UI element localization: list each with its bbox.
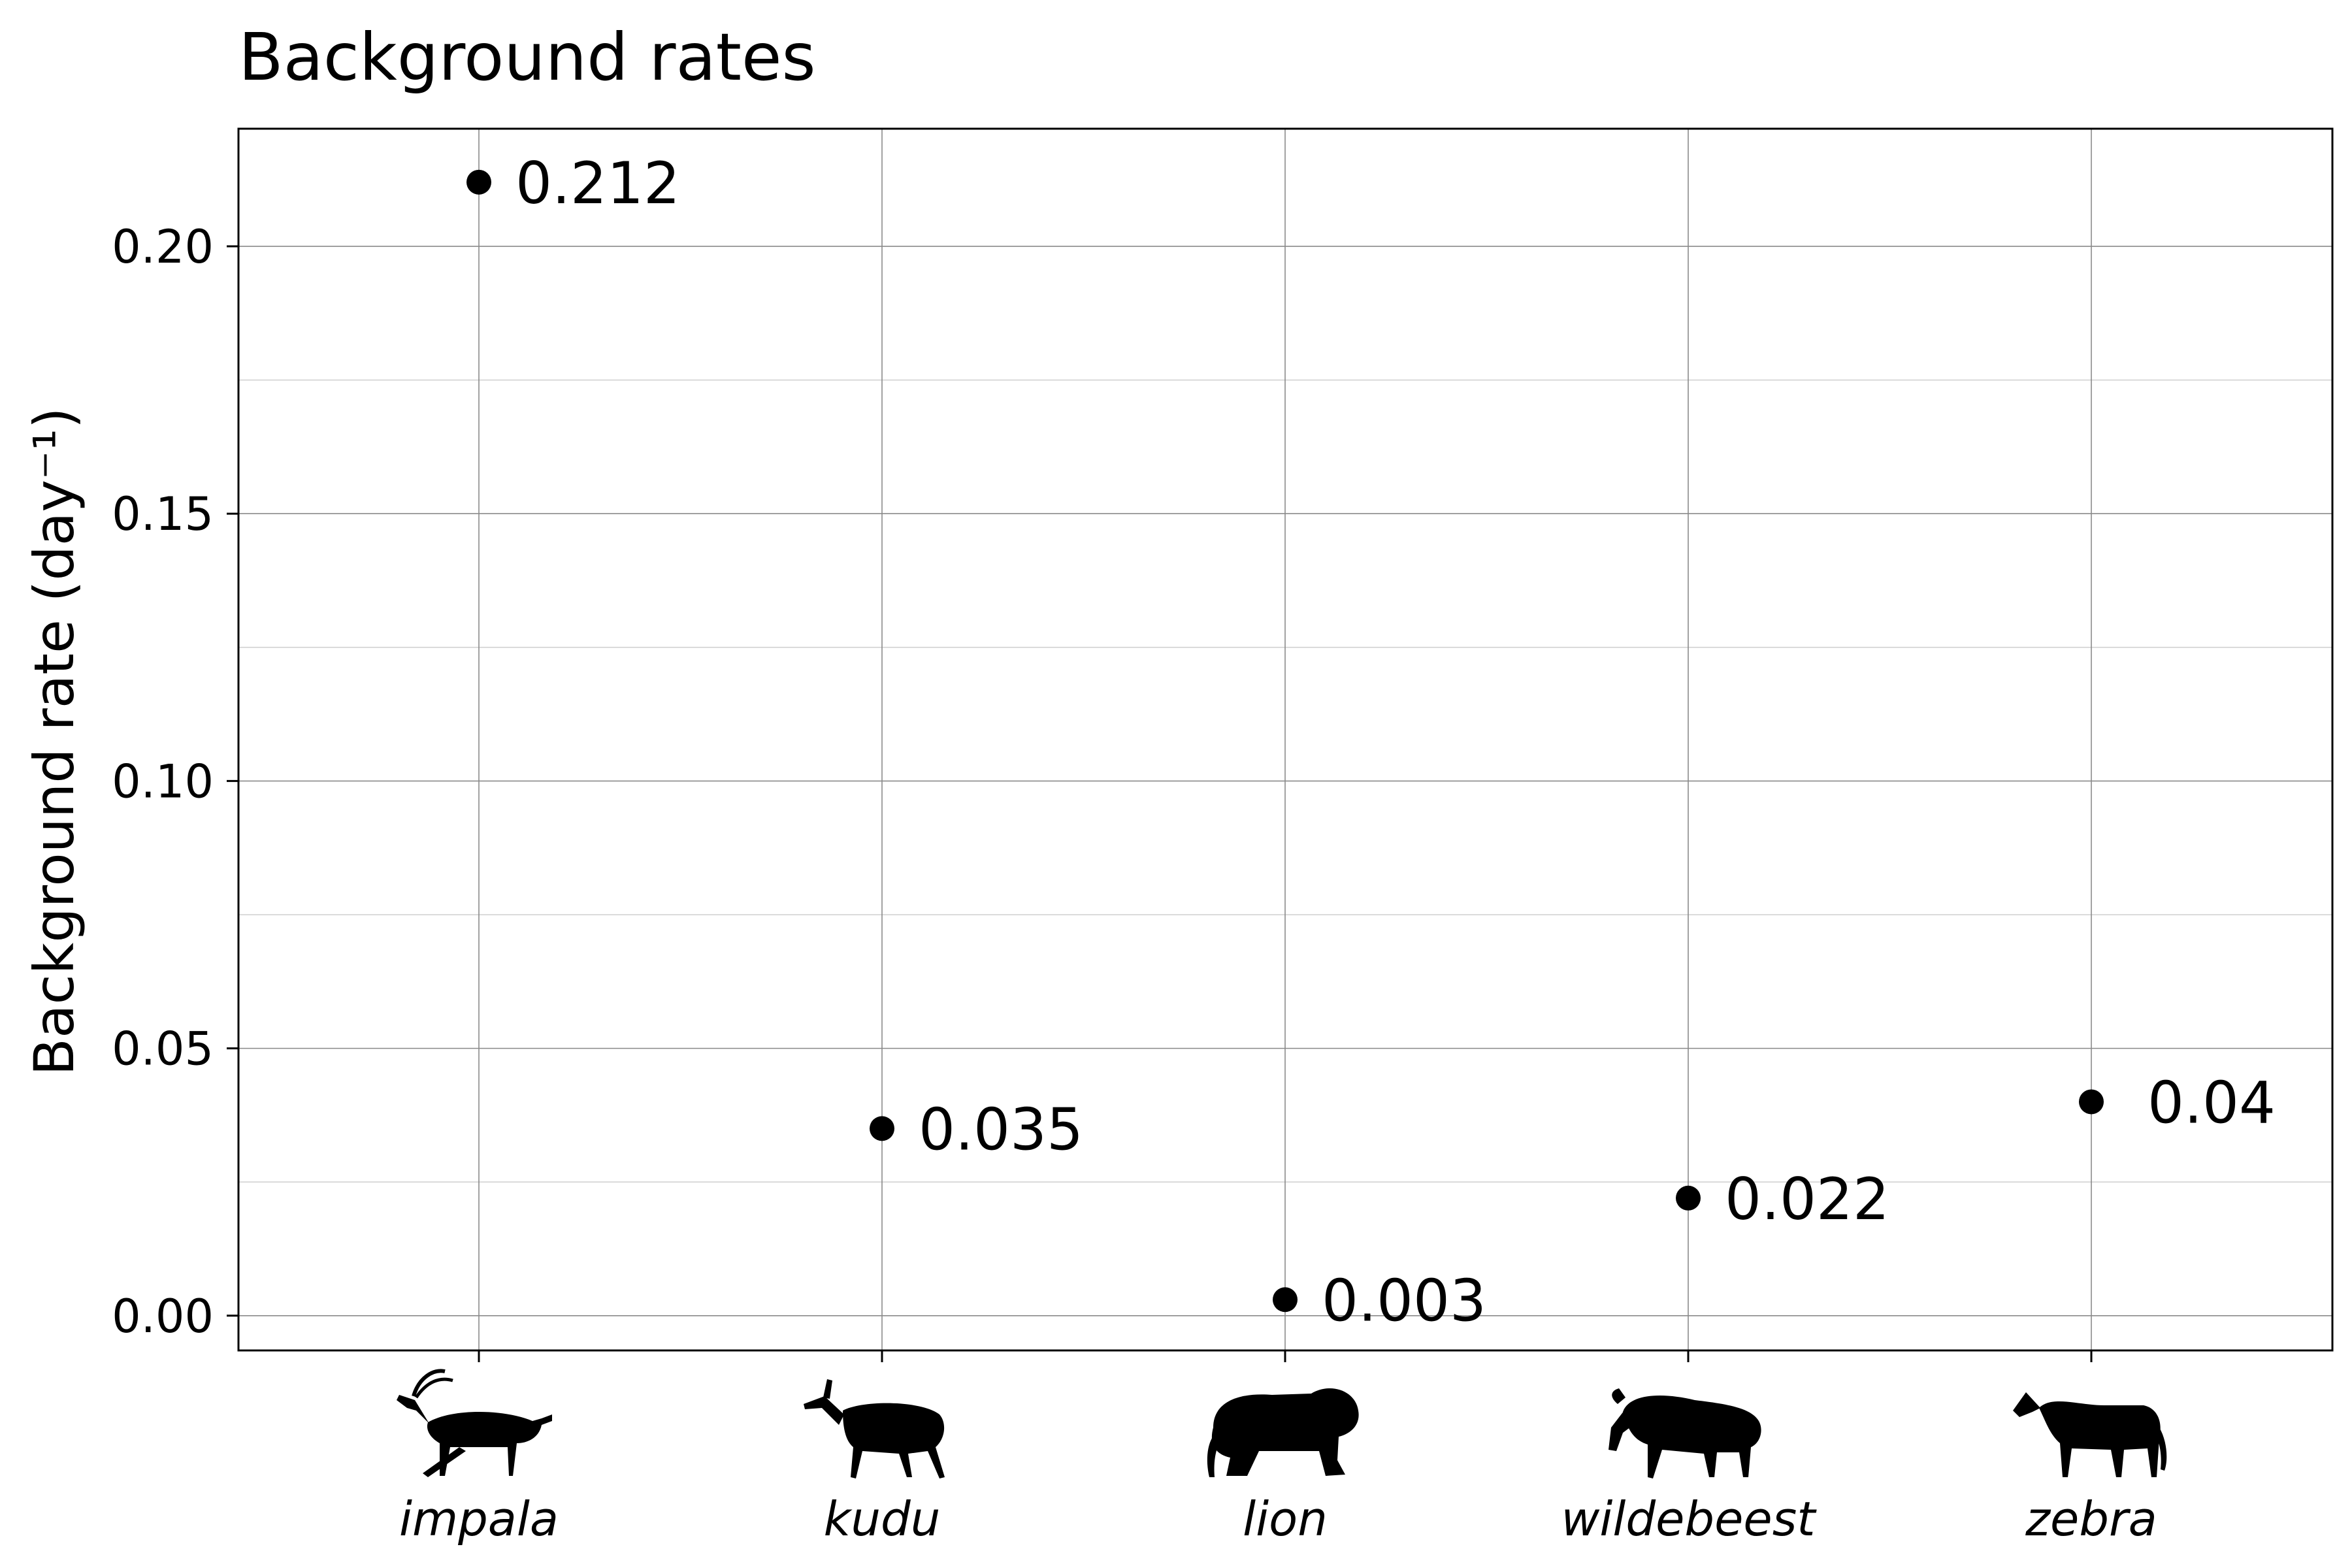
lion-silhouette-icon [1207, 1388, 1359, 1477]
data-point-impala [466, 169, 491, 195]
data-label-wildebeest: 0.022 [1725, 1166, 1889, 1233]
y-tick-label: 0.05 [112, 1022, 214, 1076]
data-label-lion: 0.003 [1322, 1267, 1486, 1334]
y-tick-label: 0.20 [112, 220, 214, 274]
category-icons [397, 1369, 2167, 1478]
impala-silhouette-icon [397, 1369, 552, 1477]
data-points: 0.212 0.035 0.003 0.022 0.04 [466, 150, 2276, 1334]
x-tick-label-wildebeest: wildebeest [1561, 1492, 1818, 1546]
data-point-zebra [2079, 1089, 2104, 1115]
axis-ticks: 0.00 0.05 0.10 0.15 0.20 impala kudu lion wildeb… [112, 220, 2157, 1546]
x-tick-label-kudu: kudu [824, 1492, 941, 1546]
y-tick-label: 0.10 [112, 755, 214, 808]
kudu-silhouette-icon [804, 1379, 945, 1478]
y-tick-label: 0.15 [112, 487, 214, 541]
wildebeest-silhouette-icon [1609, 1388, 1761, 1478]
plot-area-frame [237, 127, 2334, 1352]
data-point-lion [1273, 1287, 1298, 1313]
chart-title: Background rates [238, 19, 816, 95]
y-tick-label: 0.00 [112, 1290, 214, 1343]
data-point-kudu [870, 1116, 894, 1141]
grid [238, 129, 2332, 1350]
data-label-zebra: 0.04 [2148, 1069, 2276, 1136]
x-tick-label-impala: impala [399, 1492, 559, 1546]
y-axis-label: Background rate (day⁻¹) [22, 407, 86, 1075]
data-point-wildebeest [1676, 1185, 1701, 1211]
data-label-impala: 0.212 [515, 150, 680, 217]
data-label-kudu: 0.035 [919, 1096, 1083, 1163]
x-tick-label-zebra: zebra [2025, 1492, 2157, 1546]
x-tick-label-lion: lion [1243, 1492, 1328, 1546]
zebra-silhouette-icon [2013, 1392, 2167, 1477]
